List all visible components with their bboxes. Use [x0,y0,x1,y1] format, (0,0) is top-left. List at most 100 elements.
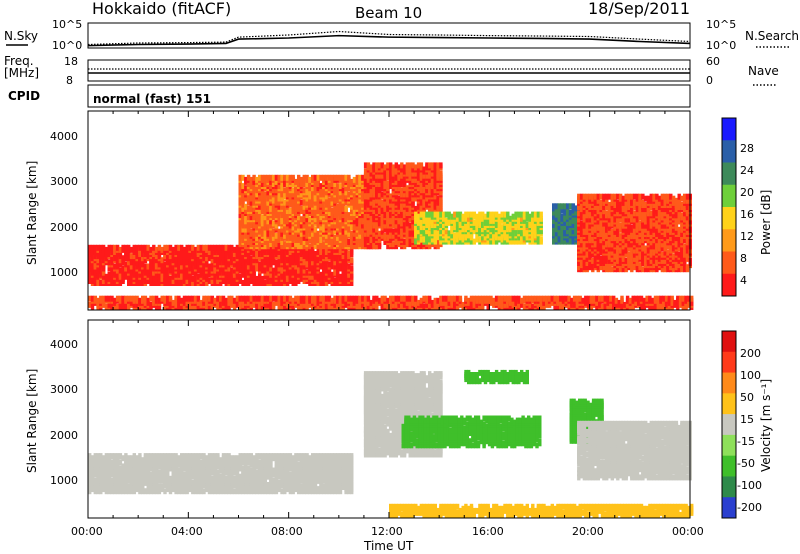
power-cell [266,174,270,181]
power-cell [347,191,351,198]
power-cell [182,257,187,264]
power-cell [258,228,262,235]
power-cell [160,246,164,253]
power-cell [302,234,306,241]
power-cell [322,174,326,181]
power-cell [336,261,340,268]
power-cell [196,244,201,251]
power-cell [258,275,262,282]
power-cell [283,249,287,255]
power-cell [336,174,340,181]
power-cell [280,174,284,181]
power-cell [338,224,343,231]
power-cell [280,212,284,219]
power-cell [177,278,181,284]
power-cell [274,222,279,229]
power-cell [280,230,284,237]
power-cell [347,263,351,270]
power-cell [152,251,156,257]
power-cell [344,224,348,231]
power-cell [185,255,189,262]
power-cell [252,232,256,239]
power-cell [350,222,354,229]
power-cell [113,255,117,262]
power-cell [263,230,267,237]
power-cell [107,244,111,251]
power-cell [369,218,373,225]
beam-label: Beam 10 [355,4,422,22]
power-cell [238,212,242,219]
power-cell [99,280,103,286]
power-cell [366,199,371,206]
power-cell [182,265,187,272]
power-cell [288,201,293,208]
power-cell [263,174,267,181]
power-cell [146,263,150,270]
power-cell [308,193,312,200]
power-cell [305,174,309,181]
power-cell [319,224,323,231]
power-cell [260,174,265,181]
power-cell [361,183,365,190]
power-cell [244,203,248,210]
power-cell [347,174,351,181]
power-cell [166,267,170,274]
power-cell [244,259,248,266]
power-cell [88,257,92,264]
power-cell [363,197,368,204]
cpid-mode-text: normal (fast) 151 [93,92,211,106]
power-cell [330,271,334,278]
power-cell [285,181,290,187]
power-cell [288,267,293,274]
power-cell [280,185,284,192]
power-cell [302,278,306,284]
power-cell [258,255,262,262]
power-cell [313,255,318,262]
power-cell [157,244,162,251]
power-cell [316,234,320,241]
power-cell [93,267,97,274]
power-cell [313,203,318,210]
power-cell [210,244,214,251]
power-cell [324,267,329,274]
power-cell [352,210,357,216]
power-cell [327,197,332,204]
power-cell [113,244,117,251]
power-cell [274,259,279,266]
power-cell [146,278,150,284]
power-cell [166,244,170,251]
power-cell [238,195,242,202]
power-cell [263,259,267,266]
power-cell [224,244,228,251]
power-cell [258,261,262,268]
power-cell [327,261,332,268]
power-cell [380,208,384,214]
power-cell [255,234,259,241]
power-cell [207,255,212,262]
power-cell [255,176,259,183]
power-cell [319,271,323,278]
power-cell [246,251,251,257]
power-cell [258,244,262,251]
power-cell [311,185,315,192]
power-cell [174,259,178,266]
power-cell [258,174,262,181]
power-cell [277,210,281,216]
power-cell [324,232,329,239]
power-cell [241,257,245,264]
power-cell [152,257,156,264]
power-cell [269,218,273,225]
power-cell [366,162,371,169]
power-cell [358,220,362,227]
power-cell [193,275,198,282]
power-cell [168,261,173,268]
power-cell [246,205,251,212]
power-cell [230,251,234,257]
power-cell [283,187,287,194]
power-cell [260,280,265,286]
power-cell [202,265,206,272]
power-cell [110,244,114,251]
power-cell [377,162,382,169]
power-cell [138,280,142,286]
power-cell [285,199,290,206]
